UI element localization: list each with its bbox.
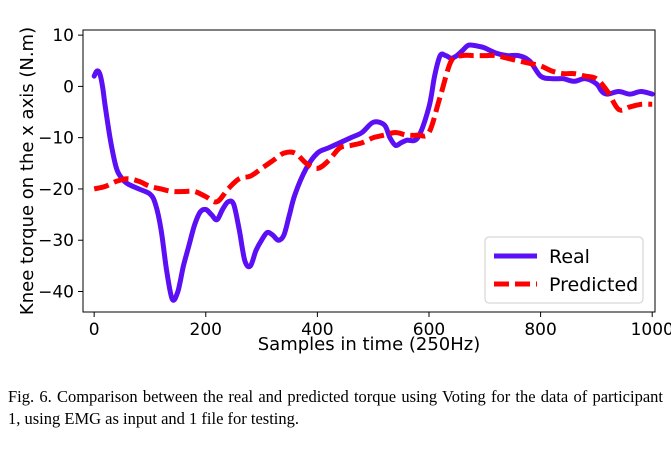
y-tick-label: 0: [63, 77, 74, 97]
x-tick-label: 800: [524, 320, 556, 340]
line-chart: 10 0 −10 −20 −30 −40 0 200 400 600 800 1000 Sample…: [17, 26, 671, 355]
y-tick-label: −20: [38, 180, 74, 200]
y-tick-label: 10: [52, 26, 74, 46]
x-tick-label: 400: [301, 320, 333, 340]
series-line-predicted: [93, 52, 653, 205]
x-tick-label: 600: [413, 320, 445, 340]
legend-label-predicted: Predicted: [549, 274, 638, 296]
series-lines: [91, 42, 655, 303]
y-tick-label: −30: [38, 231, 74, 251]
legend-label-real: Real: [549, 246, 590, 268]
x-tick-label: 200: [190, 320, 222, 340]
y-tick-label: −10: [38, 129, 74, 149]
y-axis-label: Knee torque on the x axis (N.m): [17, 27, 38, 315]
x-axis-ticks: 0 200 400 600 800 1000: [89, 312, 671, 340]
y-axis-ticks: 10 0 −10 −20 −30 −40: [38, 26, 83, 302]
x-tick-label: 0: [89, 320, 100, 340]
x-axis-label: Samples in time (250Hz): [258, 334, 481, 355]
legend: Real Predicted: [484, 236, 644, 304]
figure-caption: Fig. 6. Comparison between the real and …: [8, 387, 663, 428]
x-tick-label: 1000: [631, 320, 671, 340]
series-line-real: [91, 42, 655, 303]
y-tick-label: −40: [38, 282, 74, 302]
plot-frame: [82, 29, 656, 313]
